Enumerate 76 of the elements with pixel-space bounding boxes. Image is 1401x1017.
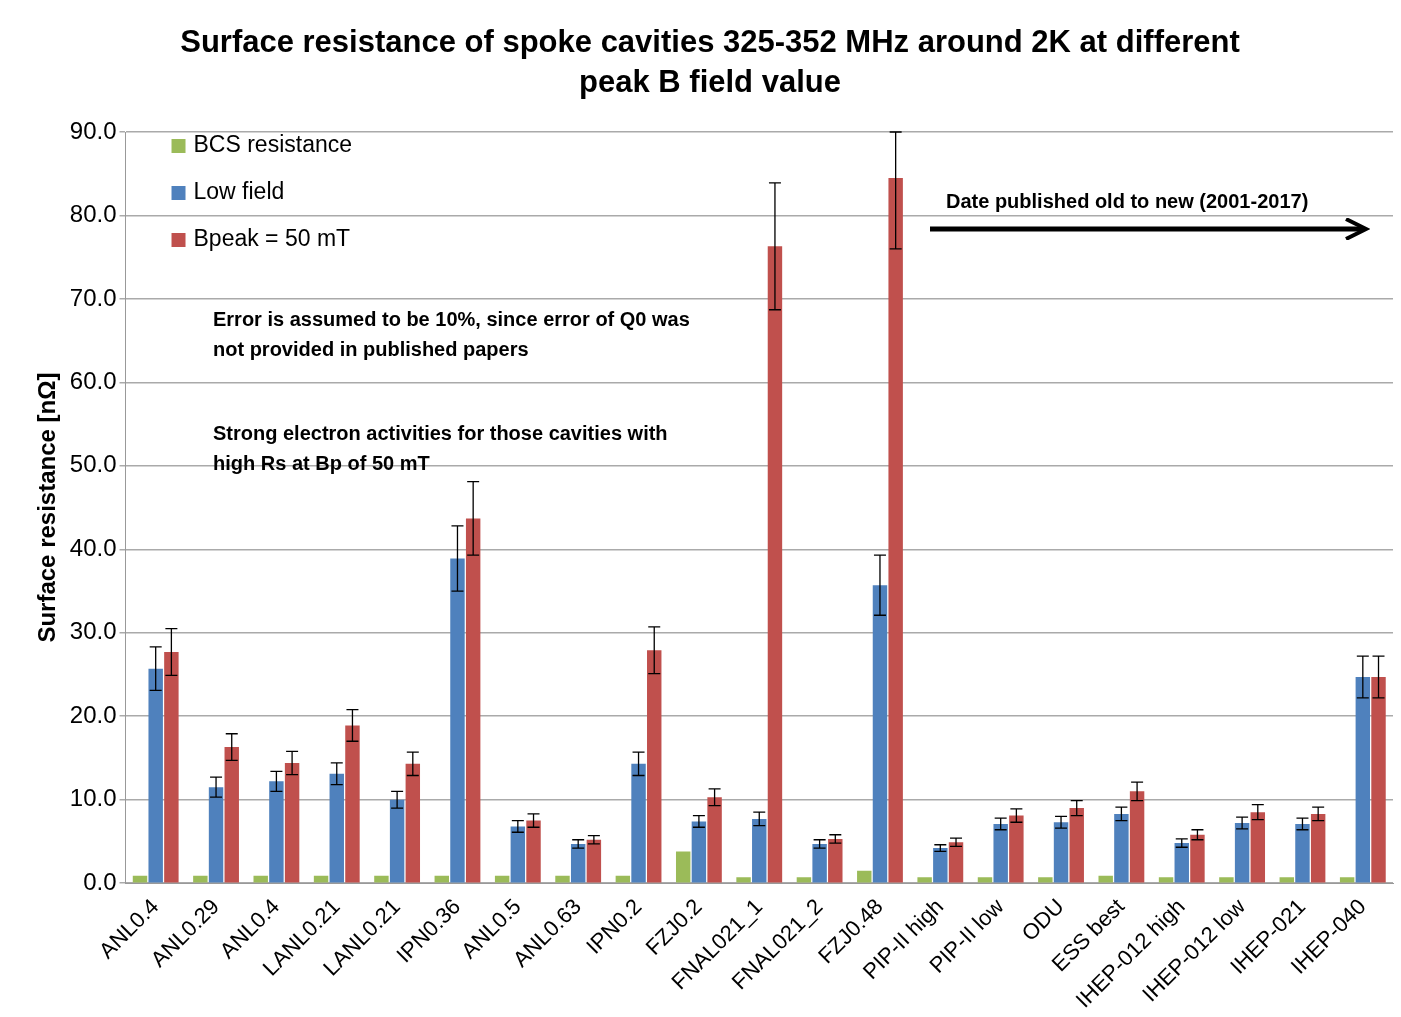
- annotation: Date published old to new (2001-2017): [946, 189, 1310, 214]
- bar: [284, 762, 300, 883]
- bar: [1098, 875, 1113, 883]
- y-axis-title: Surface resistance [nΩ]: [33, 372, 61, 643]
- bar: [1190, 834, 1205, 883]
- bar: [828, 838, 843, 883]
- y-tick-label: 60.0: [69, 367, 117, 395]
- y-tick-label: 30.0: [69, 617, 117, 645]
- bar: [450, 558, 465, 883]
- bar: [1234, 823, 1250, 883]
- bar: [329, 773, 344, 883]
- bar: [1339, 877, 1355, 883]
- bar: [1295, 823, 1310, 883]
- bar: [510, 826, 526, 883]
- bar: [465, 518, 481, 883]
- bar: [1279, 877, 1294, 883]
- bar: [224, 747, 239, 883]
- bar: [405, 763, 421, 883]
- bar: [736, 877, 751, 883]
- bar: [1158, 877, 1174, 883]
- y-tick-label: 40.0: [69, 533, 117, 561]
- bar: [812, 843, 827, 883]
- bar: [707, 797, 722, 883]
- bar: [647, 650, 662, 883]
- bar: [888, 177, 903, 883]
- bar: [1355, 677, 1371, 883]
- bar: [586, 839, 602, 883]
- bar: [1219, 877, 1234, 883]
- bar: [208, 787, 224, 883]
- bar: [977, 877, 993, 883]
- bar: [767, 246, 783, 883]
- bar: [526, 820, 541, 883]
- bar: [917, 877, 932, 883]
- bar: [345, 725, 360, 883]
- bar: [857, 870, 872, 883]
- bar: [1371, 677, 1386, 883]
- y-tick-label: 0.0: [83, 867, 117, 895]
- y-tick-label: 50.0: [69, 450, 117, 478]
- annotation: Strong electron activities for those cavities with high Rs at Bp of 50 mT: [213, 421, 669, 476]
- y-tick-label: 90.0: [69, 116, 117, 144]
- bar: [1310, 813, 1326, 883]
- bar: [872, 585, 888, 883]
- bar: [253, 875, 268, 883]
- bar: [1250, 812, 1266, 883]
- bar: [1069, 808, 1084, 883]
- legend-label: Low field: [193, 178, 285, 205]
- legend-label: BCS resistance: [193, 131, 353, 158]
- annotation: Error is assumed to be 10%, since error of Q0 was not provided in published papers: [213, 307, 691, 362]
- bar: [374, 875, 389, 883]
- bar: [631, 763, 646, 883]
- bar: [570, 843, 586, 883]
- chart-title: Surface resistance of spoke cavities 325-352 MHz around 2K at different peak B field value: [179, 23, 1241, 101]
- bar: [993, 823, 1008, 883]
- y-tick-label: 20.0: [69, 700, 117, 728]
- bar: [1114, 813, 1129, 883]
- bar: [752, 818, 767, 883]
- legend-label: Bpeak = 50 mT: [193, 225, 351, 252]
- bar: [675, 851, 691, 883]
- bar: [1129, 791, 1145, 883]
- bar: [691, 821, 707, 883]
- y-tick-label: 80.0: [69, 200, 117, 228]
- bar: [1174, 843, 1189, 883]
- bar: [948, 842, 964, 883]
- bar: [1009, 815, 1024, 883]
- bar: [1038, 877, 1053, 883]
- bar: [148, 668, 163, 883]
- y-tick-label: 70.0: [69, 283, 117, 311]
- bar: [164, 651, 179, 883]
- y-tick-label: 10.0: [69, 784, 117, 812]
- bar: [796, 877, 812, 883]
- bar: [555, 875, 570, 883]
- bar: [1053, 822, 1069, 883]
- bar: [933, 848, 948, 883]
- bar: [269, 781, 284, 883]
- bar: [389, 799, 405, 883]
- bar: [193, 875, 208, 883]
